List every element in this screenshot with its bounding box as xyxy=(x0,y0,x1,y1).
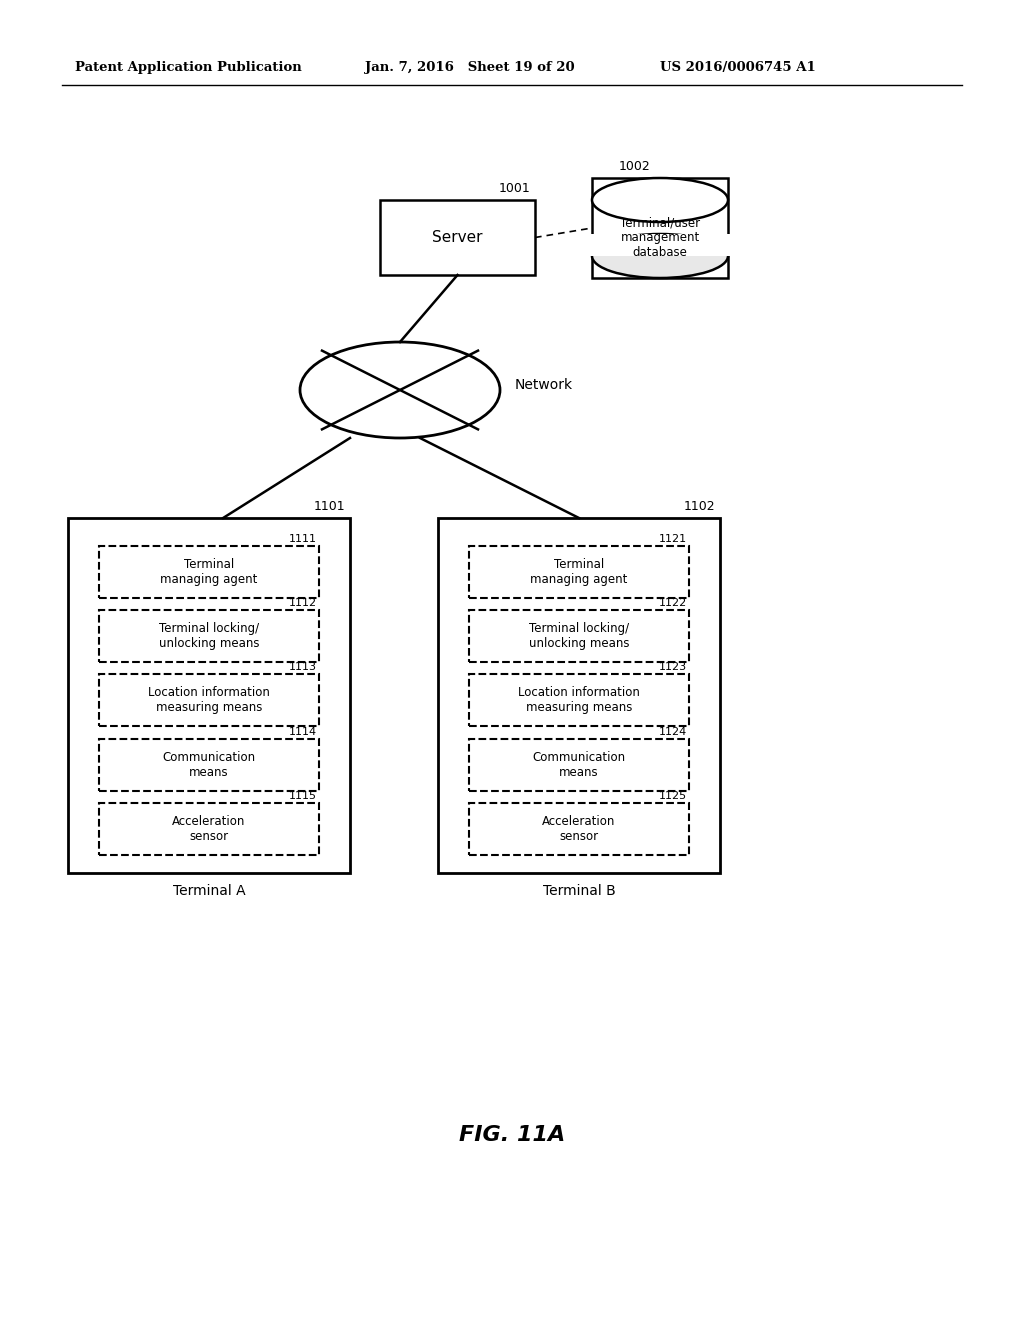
Text: Terminal A: Terminal A xyxy=(173,884,246,898)
Text: 1002: 1002 xyxy=(618,160,650,173)
Text: Location information
measuring means: Location information measuring means xyxy=(148,686,270,714)
Bar xyxy=(99,739,319,791)
Bar xyxy=(469,675,689,726)
Text: Location information
measuring means: Location information measuring means xyxy=(518,686,640,714)
Bar xyxy=(99,546,319,598)
Text: FIG. 11A: FIG. 11A xyxy=(459,1125,565,1144)
Text: 1125: 1125 xyxy=(658,791,687,801)
Text: 1124: 1124 xyxy=(658,726,687,737)
Bar xyxy=(438,517,720,873)
Text: Patent Application Publication: Patent Application Publication xyxy=(75,62,302,74)
Ellipse shape xyxy=(592,234,728,279)
Bar xyxy=(469,610,689,663)
Text: Terminal
managing agent: Terminal managing agent xyxy=(161,558,258,586)
Text: Communication
means: Communication means xyxy=(532,751,626,779)
Text: Server: Server xyxy=(432,230,482,246)
Text: Terminal B: Terminal B xyxy=(543,884,615,898)
Text: 1115: 1115 xyxy=(289,791,317,801)
Text: Network: Network xyxy=(515,378,573,392)
Text: Acceleration
sensor: Acceleration sensor xyxy=(172,814,246,842)
Bar xyxy=(469,739,689,791)
Text: Terminal locking/
unlocking means: Terminal locking/ unlocking means xyxy=(159,622,259,651)
Ellipse shape xyxy=(300,342,500,438)
Text: 1111: 1111 xyxy=(289,535,317,544)
Text: 1101: 1101 xyxy=(313,500,345,513)
Ellipse shape xyxy=(592,178,728,222)
Bar xyxy=(590,234,730,256)
Bar xyxy=(99,803,319,855)
Text: 1113: 1113 xyxy=(289,663,317,672)
Text: 1112: 1112 xyxy=(289,598,317,609)
Text: Terminal
managing agent: Terminal managing agent xyxy=(530,558,628,586)
Bar xyxy=(380,201,535,275)
Bar xyxy=(99,610,319,663)
Text: 1114: 1114 xyxy=(289,726,317,737)
Text: Communication
means: Communication means xyxy=(163,751,256,779)
Text: 1123: 1123 xyxy=(658,663,687,672)
Bar xyxy=(592,178,728,279)
Text: 1122: 1122 xyxy=(658,598,687,609)
Text: 1102: 1102 xyxy=(683,500,715,513)
Text: 1001: 1001 xyxy=(499,182,530,195)
Bar xyxy=(99,675,319,726)
Text: Jan. 7, 2016   Sheet 19 of 20: Jan. 7, 2016 Sheet 19 of 20 xyxy=(365,62,574,74)
Text: US 2016/0006745 A1: US 2016/0006745 A1 xyxy=(660,62,816,74)
Bar xyxy=(68,517,350,873)
Text: Terminal locking/
unlocking means: Terminal locking/ unlocking means xyxy=(528,622,630,651)
Text: 1121: 1121 xyxy=(658,535,687,544)
Text: Terminal/user
management
database: Terminal/user management database xyxy=(620,216,700,260)
Bar xyxy=(469,803,689,855)
Bar xyxy=(469,546,689,598)
Text: Acceleration
sensor: Acceleration sensor xyxy=(543,814,615,842)
